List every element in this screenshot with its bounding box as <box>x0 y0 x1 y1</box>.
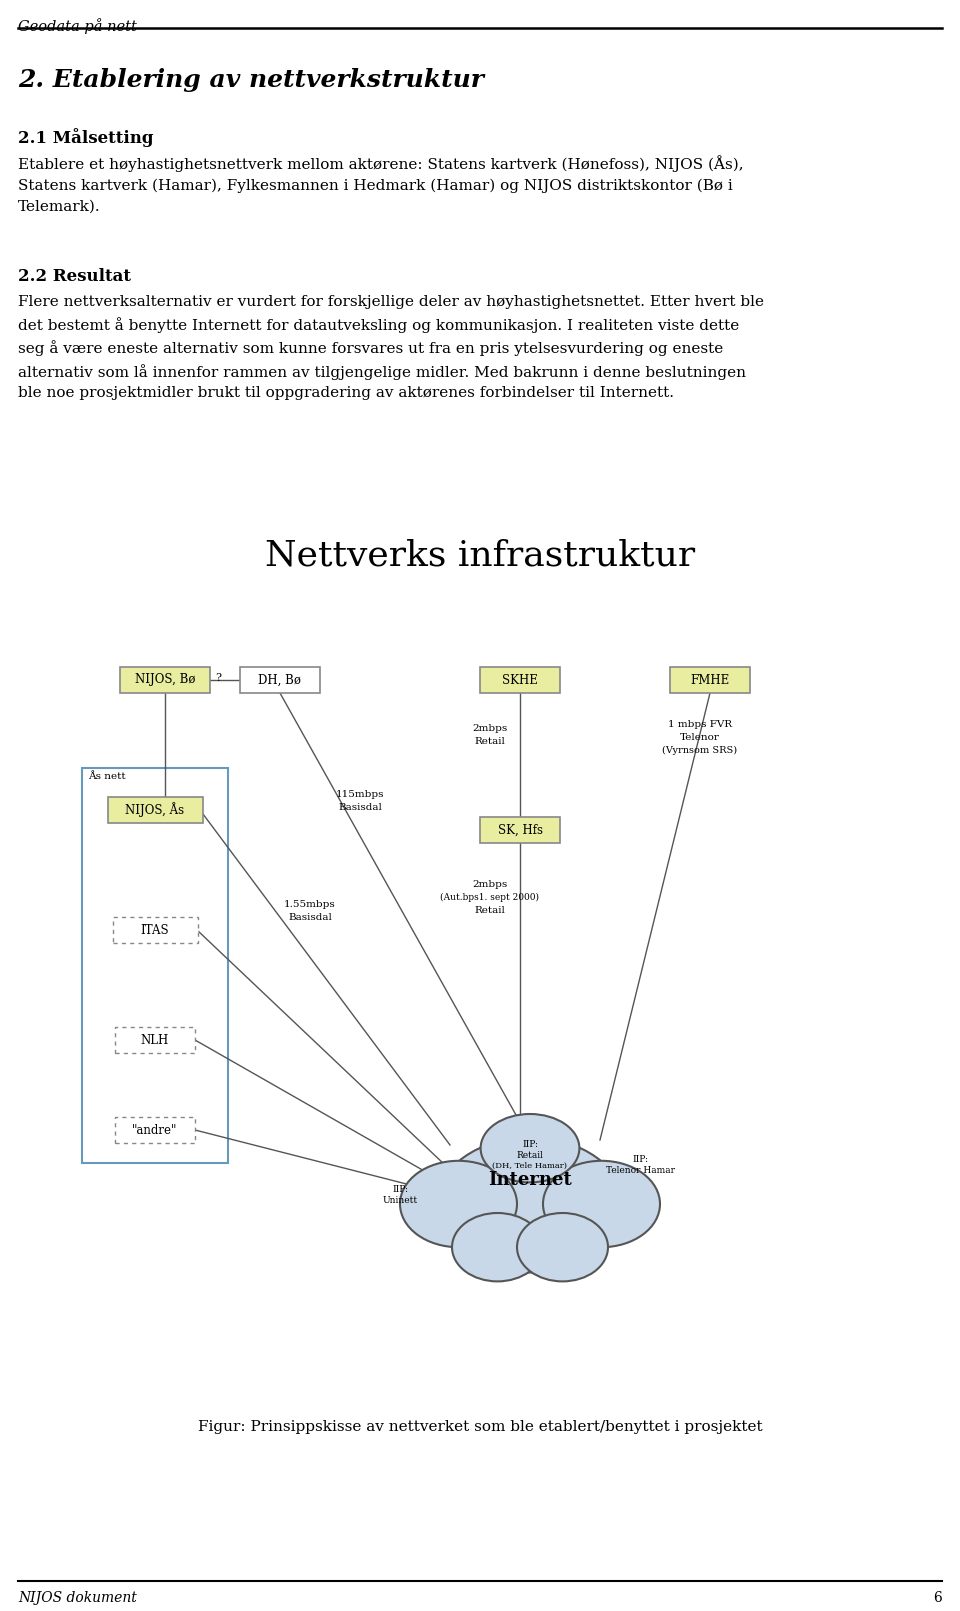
Text: "andre": "andre" <box>132 1123 178 1136</box>
Text: SKHE: SKHE <box>502 673 538 686</box>
Ellipse shape <box>543 1162 660 1247</box>
Text: Telenor Hamar: Telenor Hamar <box>606 1166 675 1174</box>
Text: 6: 6 <box>933 1592 942 1605</box>
Text: NLH: NLH <box>141 1034 169 1047</box>
Text: Basisdal: Basisdal <box>338 802 382 812</box>
Text: NIJOS, Ås: NIJOS, Ås <box>126 802 184 817</box>
Text: Retail: Retail <box>474 905 505 915</box>
Text: Figur: Prinsippskisse av nettverket som ble etablert/benyttet i prosjektet: Figur: Prinsippskisse av nettverket som … <box>198 1419 762 1434</box>
Text: 2mbps: 2mbps <box>472 723 508 733</box>
Text: 1.55mbps: 1.55mbps <box>284 901 336 909</box>
Text: 1 mbps FVR: 1 mbps FVR <box>668 720 732 730</box>
Text: DH, Bø: DH, Bø <box>258 673 301 686</box>
Text: Geodata på nett: Geodata på nett <box>18 18 137 34</box>
Bar <box>108 797 203 823</box>
Text: ITAS: ITAS <box>141 923 169 936</box>
Text: 2mbps: 2mbps <box>472 880 508 889</box>
Bar <box>670 667 750 693</box>
Bar <box>240 667 320 693</box>
Bar <box>480 817 560 843</box>
Bar <box>115 1026 195 1054</box>
Text: (DH, Tele Hamar): (DH, Tele Hamar) <box>492 1162 567 1170</box>
Text: Retail: Retail <box>516 1150 543 1160</box>
Bar <box>120 667 210 693</box>
Ellipse shape <box>517 1213 608 1281</box>
Text: NIJOS, Bø: NIJOS, Bø <box>134 673 195 686</box>
Ellipse shape <box>481 1113 580 1182</box>
Ellipse shape <box>452 1213 543 1281</box>
Text: Nettverks infrastruktur: Nettverks infrastruktur <box>265 538 695 572</box>
Text: Flere nettverksalternativ er vurdert for forskjellige deler av høyhastighetsnett: Flere nettverksalternativ er vurdert for… <box>18 295 764 401</box>
Text: 2.2 Resultat: 2.2 Resultat <box>18 267 131 285</box>
Text: 115mbps: 115mbps <box>336 789 384 799</box>
Text: IIP:: IIP: <box>392 1186 408 1194</box>
Text: FMHE: FMHE <box>690 673 730 686</box>
Text: (Aut.bps1. sept 2000): (Aut.bps1. sept 2000) <box>441 892 540 902</box>
Text: 2. Etablering av nettverkstruktur: 2. Etablering av nettverkstruktur <box>18 68 484 92</box>
Text: Ås nett: Ås nett <box>88 772 126 781</box>
Text: IIP:: IIP: <box>632 1155 648 1165</box>
Text: Telenor: Telenor <box>680 733 720 743</box>
Ellipse shape <box>400 1162 517 1247</box>
Text: ?: ? <box>215 673 221 683</box>
Text: IIP:: IIP: <box>522 1141 538 1149</box>
Bar <box>82 768 228 1163</box>
Bar <box>112 917 198 942</box>
Text: SK, Hfs: SK, Hfs <box>497 823 542 836</box>
Bar <box>480 667 560 693</box>
Text: Basisdal: Basisdal <box>288 913 332 921</box>
Bar <box>115 1116 195 1142</box>
Ellipse shape <box>437 1137 624 1273</box>
Text: Etablere et høyhastighetsnettverk mellom aktørene: Statens kartverk (Hønefoss), : Etablere et høyhastighetsnettverk mellom… <box>18 155 744 214</box>
Text: NIJOS dokument: NIJOS dokument <box>18 1592 137 1605</box>
Text: 2.1 Målsetting: 2.1 Målsetting <box>18 127 154 147</box>
Text: Uninett: Uninett <box>382 1195 418 1205</box>
Text: (Vyrnsom SRS): (Vyrnsom SRS) <box>662 746 737 756</box>
Text: Internet: Internet <box>488 1171 572 1189</box>
Text: Retail: Retail <box>474 736 505 746</box>
